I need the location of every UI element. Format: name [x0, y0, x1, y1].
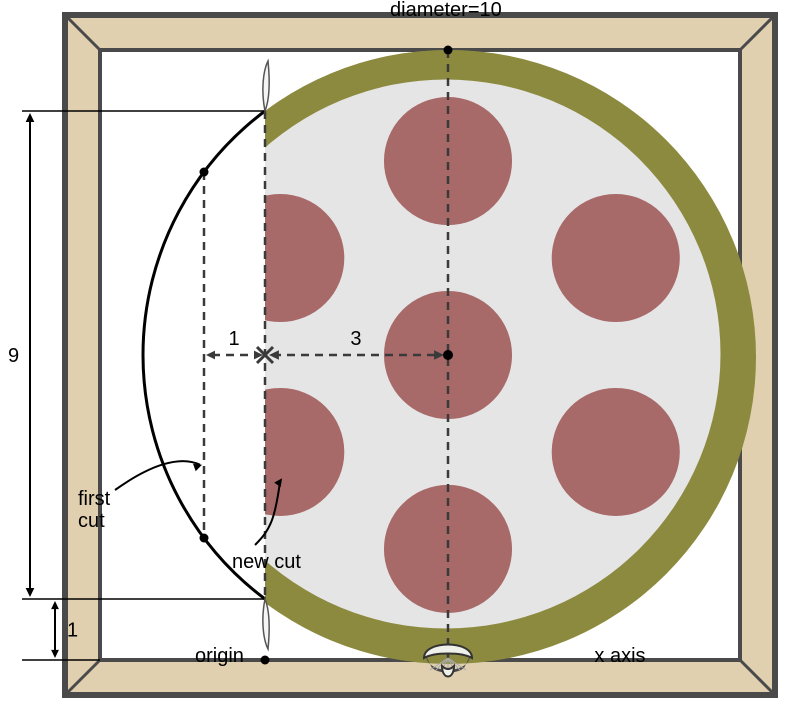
diameter-label: diameter=10	[390, 0, 502, 21]
pepperoni	[552, 194, 680, 322]
first-cut-pointer	[115, 461, 200, 490]
dim-1v-label: 1	[67, 620, 78, 642]
dim-9-label: 9	[8, 345, 19, 367]
origin-label: origin	[195, 645, 244, 667]
point-dot	[443, 350, 453, 360]
new-cut-label: new cut	[232, 551, 301, 573]
dim-1h-label: 1	[229, 328, 240, 350]
knife-icon	[263, 599, 269, 649]
pepperoni	[216, 194, 344, 322]
x-axis-label: x axis	[594, 645, 645, 667]
dim-3-label: 3	[350, 328, 361, 350]
knife-icon	[263, 61, 269, 111]
first-cut-label: firstcut	[78, 488, 111, 532]
point-dot	[444, 46, 453, 55]
pepperoni	[216, 388, 344, 516]
point-dot	[261, 656, 270, 665]
pepperoni	[552, 388, 680, 516]
